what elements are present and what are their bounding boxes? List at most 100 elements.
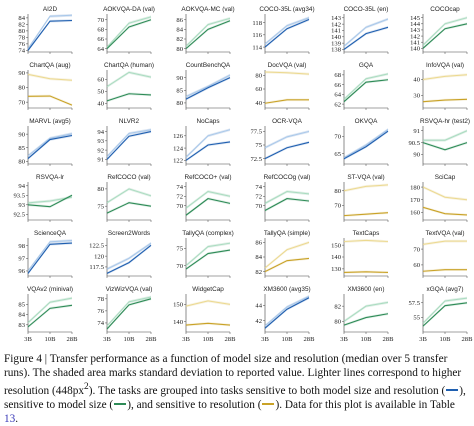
axis-lines bbox=[27, 126, 72, 165]
y-tick-label: 91 bbox=[97, 157, 104, 164]
x-tick-label: 10B bbox=[361, 336, 373, 343]
subplot: ChartQA (aug) 70 80 90 bbox=[18, 62, 73, 110]
subplot: XM3600 (en) 80 82 3B 10B 28B bbox=[334, 286, 394, 343]
y-tick-label: 90.5 bbox=[408, 140, 420, 147]
y-tick-label: 66 bbox=[97, 36, 104, 43]
series-line-448 bbox=[343, 239, 389, 243]
series-line-224 bbox=[106, 131, 152, 160]
subplot-title: RefCOCO+ (val) bbox=[184, 174, 231, 181]
y-tick-label: 90 bbox=[18, 70, 25, 77]
series-line-448 bbox=[264, 71, 310, 75]
y-tick-label: 85 bbox=[18, 301, 25, 308]
std-band bbox=[265, 140, 309, 160]
subplot: TallyQA (simple) 82 84 86 bbox=[255, 230, 310, 278]
series-line-224 bbox=[106, 298, 152, 330]
y-tick-label: 122.5 bbox=[89, 243, 105, 250]
x-tick-label: 28B bbox=[304, 336, 316, 343]
y-tick-label: 84 bbox=[176, 27, 183, 34]
subplot: RefCOCOg (val) 70 72 74 bbox=[255, 174, 310, 222]
y-tick-label: 140 bbox=[410, 46, 421, 53]
series-line-224 bbox=[343, 212, 389, 217]
subplot: ScienceQA 96 97 98 bbox=[18, 230, 73, 278]
std-band bbox=[423, 73, 467, 81]
y-tick-label: 74 bbox=[176, 184, 183, 191]
series-line-224 bbox=[106, 244, 152, 274]
x-tick-label: 3B bbox=[24, 336, 32, 343]
y-tick-label: 50 bbox=[97, 89, 104, 96]
std-band bbox=[107, 201, 151, 215]
series-line-448 bbox=[185, 242, 231, 267]
table-link[interactable]: 13 bbox=[4, 413, 16, 426]
subplot-title: RSVQA-hr (test2) bbox=[420, 118, 470, 125]
series-line-224 bbox=[343, 313, 389, 326]
x-tick-label: 10B bbox=[203, 336, 215, 343]
series-line-224 bbox=[422, 269, 467, 272]
std-band bbox=[186, 299, 230, 308]
y-tick-label: 140 bbox=[173, 319, 184, 326]
subplot: TextCaps 130 140 150 bbox=[331, 230, 389, 278]
caption-label: Figure 4 | bbox=[4, 353, 50, 365]
y-tick-label: 150 bbox=[173, 302, 184, 309]
y-tick-label: 60 bbox=[255, 86, 262, 93]
y-tick-label: 143 bbox=[410, 27, 421, 34]
y-tick-label: 80 bbox=[97, 186, 104, 193]
subplot: MARVL (avg5) 80 85 90 bbox=[18, 118, 73, 166]
y-tick-label: 91 bbox=[413, 128, 420, 135]
series-line-448 bbox=[106, 188, 152, 204]
std-band bbox=[423, 206, 467, 217]
y-tick-label: 180 bbox=[410, 184, 421, 191]
subplot: TextVQA (val) 60 70 bbox=[413, 230, 468, 278]
subplot-title: ChartQA (aug) bbox=[29, 62, 70, 69]
y-tick-label: 72 bbox=[255, 193, 262, 200]
y-tick-label: 77.5 bbox=[250, 129, 262, 136]
y-tick-label: 90 bbox=[18, 131, 25, 138]
y-tick-label: 170 bbox=[410, 197, 421, 204]
y-tick-label: 76 bbox=[97, 308, 104, 315]
series-line-224 bbox=[27, 95, 73, 106]
std-band bbox=[107, 130, 151, 161]
x-tick-label: 10B bbox=[45, 336, 57, 343]
series-line-448 bbox=[27, 240, 73, 272]
series-line-224 bbox=[185, 249, 231, 270]
y-tick-label: 80 bbox=[334, 188, 341, 195]
series-line-448 bbox=[422, 240, 467, 245]
y-tick-label: 64 bbox=[334, 92, 341, 99]
y-tick-label: 57.5 bbox=[408, 300, 420, 307]
subplot-title: AI2D bbox=[43, 6, 58, 13]
subplot-title: COCOcap bbox=[430, 6, 460, 13]
swatch-both bbox=[446, 389, 459, 392]
series-line-448 bbox=[264, 241, 310, 269]
y-tick-label: 30 bbox=[413, 93, 420, 100]
y-tick-label: 74 bbox=[255, 184, 262, 191]
y-tick-label: 86 bbox=[176, 17, 183, 24]
subplot: NLVR2 91 92 93 94 bbox=[97, 118, 152, 166]
std-band bbox=[423, 185, 467, 202]
y-tick-label: 90 bbox=[176, 75, 183, 82]
subplot-title: xGQA (avg7) bbox=[427, 286, 464, 293]
std-band bbox=[265, 197, 309, 212]
y-tick-label: 118 bbox=[252, 20, 262, 27]
y-tick-label: 64 bbox=[97, 46, 104, 53]
subplot-title: COCO-35L (en) bbox=[344, 6, 389, 13]
series-line-224 bbox=[27, 194, 73, 208]
y-tick-label: 82 bbox=[18, 22, 25, 29]
series-line-448 bbox=[106, 296, 152, 327]
y-tick-label: 72 bbox=[176, 193, 183, 200]
subplot: VQAv2 (minival) 83 84 85 3B 10B 28B bbox=[18, 286, 78, 343]
y-tick-label: 80 bbox=[18, 158, 25, 165]
y-tick-label: 97 bbox=[18, 255, 25, 262]
series-line-448 bbox=[423, 130, 468, 141]
std-band bbox=[265, 296, 309, 330]
subplot-title: TallyQA (complex) bbox=[182, 230, 234, 237]
caption-text-3: ), sensitive to model size ( bbox=[4, 384, 466, 412]
y-tick-label: 117.5 bbox=[89, 264, 104, 271]
y-tick-label: 66 bbox=[334, 82, 341, 89]
y-tick-label: 40 bbox=[97, 100, 104, 107]
std-band bbox=[28, 19, 72, 52]
subplot-title: XM3600 (en) bbox=[348, 286, 385, 293]
series-line-224 bbox=[343, 79, 389, 103]
x-tick-label: 28B bbox=[67, 336, 79, 343]
subplot: NoCaps 122 124 126 bbox=[173, 118, 231, 166]
y-tick-label: 92 bbox=[97, 147, 104, 154]
